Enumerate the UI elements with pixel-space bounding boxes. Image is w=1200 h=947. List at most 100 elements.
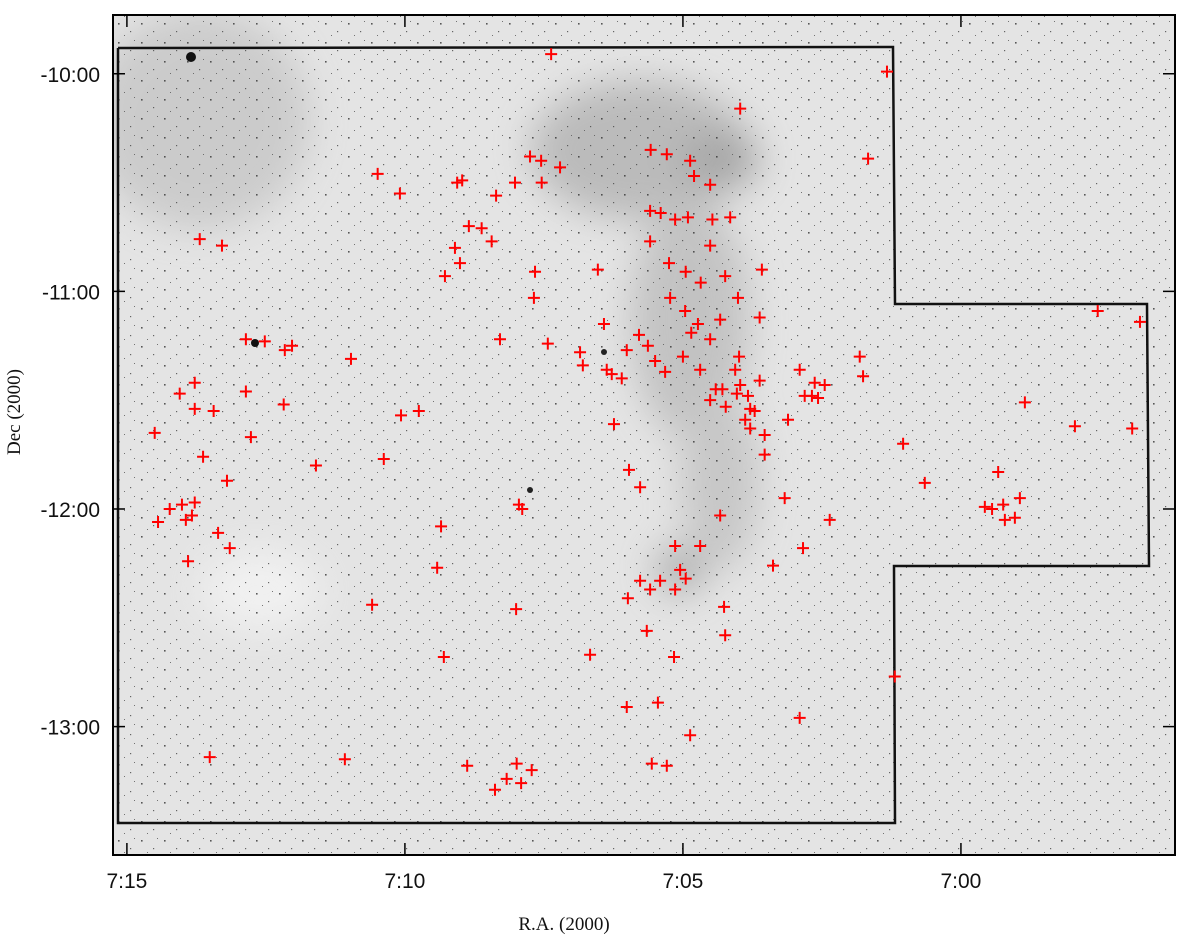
- source-marker: [529, 265, 542, 278]
- source-marker: [591, 263, 604, 276]
- source-marker: [730, 387, 743, 400]
- source-marker: [1133, 315, 1146, 328]
- source-marker: [674, 563, 687, 576]
- x-tick-label: 7:10: [384, 870, 425, 893]
- source-marker: [152, 516, 165, 529]
- source-marker: [475, 222, 488, 235]
- y-tick-label: -10:00: [40, 64, 100, 87]
- source-marker: [669, 583, 682, 596]
- source-marker: [451, 176, 464, 189]
- source-marker: [660, 148, 673, 161]
- source-marker: [377, 452, 390, 465]
- source-marker: [286, 339, 299, 352]
- source-marker: [734, 102, 747, 115]
- source-marker: [718, 600, 731, 613]
- source-marker: [448, 241, 461, 254]
- source-marker: [395, 409, 408, 422]
- source-marker: [607, 418, 620, 431]
- source-marker: [679, 572, 692, 585]
- source-marker: [1018, 396, 1031, 409]
- source-marker: [239, 385, 252, 398]
- plot-frame: [112, 14, 1176, 856]
- source-marker: [500, 772, 513, 785]
- source-marker: [724, 211, 737, 224]
- source-marker: [185, 509, 198, 522]
- source-marker: [193, 233, 206, 246]
- source-marker: [239, 333, 252, 346]
- source-marker: [622, 463, 635, 476]
- source-marker: [694, 363, 707, 376]
- x-tick-label: 7:15: [106, 870, 147, 893]
- source-marker: [620, 344, 633, 357]
- source-marker: [755, 263, 768, 276]
- source-marker: [758, 429, 771, 441]
- source-marker: [679, 304, 692, 317]
- source-marker: [660, 759, 673, 772]
- source-marker: [545, 48, 558, 61]
- source-marker: [258, 335, 271, 348]
- source-marker: [510, 603, 523, 616]
- source-marker: [431, 561, 444, 574]
- source-marker: [918, 476, 931, 489]
- source-marker: [148, 426, 161, 439]
- source-marker: [541, 337, 554, 350]
- source-marker: [207, 405, 220, 418]
- source-marker: [888, 670, 901, 683]
- source-marker: [812, 392, 825, 405]
- survey-outline: [116, 45, 1151, 825]
- source-marker: [729, 363, 742, 376]
- source-marker: [632, 328, 645, 341]
- source-marker: [437, 650, 450, 663]
- source-marker: [753, 311, 766, 324]
- source-marker: [309, 459, 322, 472]
- source-marker: [203, 751, 216, 764]
- source-marker: [862, 152, 875, 165]
- source-marker: [704, 239, 717, 252]
- source-marker: [733, 350, 746, 363]
- source-marker: [880, 65, 893, 78]
- source-marker: [744, 402, 757, 415]
- source-marker: [535, 154, 548, 167]
- source-marker: [651, 696, 664, 709]
- source-marker: [719, 270, 732, 283]
- source-marker: [278, 344, 291, 357]
- source-marker: [998, 513, 1011, 526]
- source-marker: [704, 394, 717, 407]
- source-marker: [853, 350, 866, 363]
- source-marker: [366, 598, 379, 611]
- source-marker: [654, 207, 667, 220]
- source-marker: [691, 318, 704, 331]
- source-marker: [644, 204, 657, 217]
- source-marker: [634, 481, 647, 494]
- source-marker: [679, 265, 692, 278]
- y-tick-label: -12:00: [40, 499, 100, 522]
- source-marker: [634, 574, 647, 587]
- source-marker: [524, 150, 537, 163]
- source-marker: [992, 465, 1005, 478]
- source-marker: [509, 176, 522, 189]
- x-axis-title: R.A. (2000): [518, 914, 609, 935]
- source-marker: [684, 729, 697, 742]
- source-marker: [412, 405, 425, 418]
- source-marker: [527, 291, 540, 304]
- source-marker: [685, 326, 698, 339]
- source-marker: [978, 500, 991, 513]
- source-marker: [739, 413, 752, 426]
- source-marker: [535, 176, 548, 189]
- source-marker: [584, 648, 597, 661]
- source-marker: [681, 211, 694, 224]
- source-marker: [175, 498, 188, 511]
- source-marker: [188, 496, 201, 509]
- source-marker: [188, 376, 201, 389]
- source-marker: [793, 363, 806, 376]
- source-marker: [719, 400, 732, 413]
- source-marker: [179, 513, 192, 526]
- source-marker: [371, 167, 384, 180]
- source-marker: [554, 161, 567, 174]
- source-marker: [706, 213, 719, 226]
- source-marker: [576, 359, 589, 372]
- source-marker: [525, 764, 538, 777]
- source-marker: [597, 318, 610, 331]
- source-marker: [997, 498, 1010, 511]
